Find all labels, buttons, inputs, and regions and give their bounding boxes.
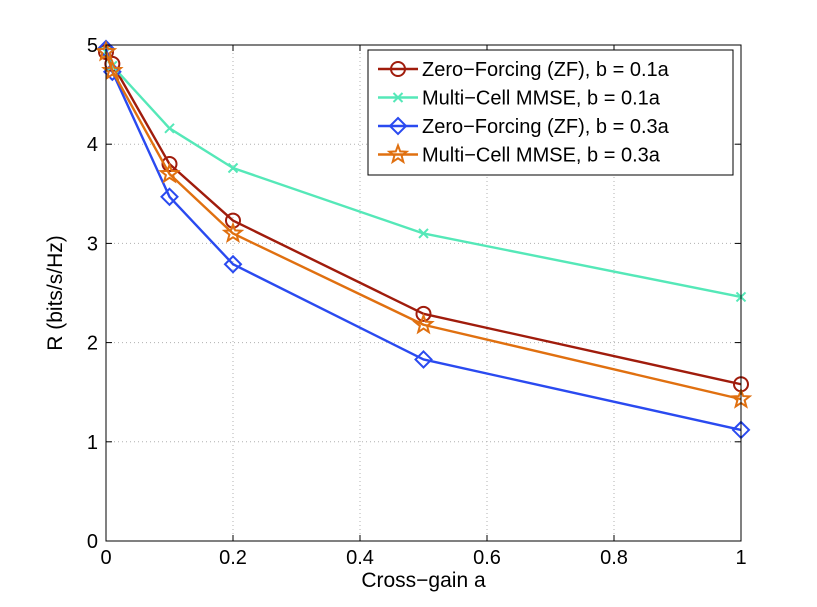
legend-item: Multi−Cell MMSE, b = 0.3a [378,142,661,167]
y-tick-label: 4 [87,134,98,156]
legend-marker [392,92,404,103]
data-point-marker [225,212,241,229]
data-point-marker [414,350,433,369]
y-tick-label: 5 [87,35,98,57]
legend: Zero−Forcing (ZF), b = 0.1a Multi−Cell MM… [367,49,734,176]
data-point-marker [102,62,122,82]
data-point-marker [160,187,179,207]
x-axis-label: Cross−gain a [361,569,486,592]
y-tick-label: 3 [87,233,98,255]
x-tick-label: 0.8 [600,547,628,569]
axis-ticks: 0 0.2 0.4 0.6 0.8 1 0 1 2 3 4 5 [87,35,747,569]
data-point-marker [418,228,429,239]
y-tick-label: 0 [87,531,98,553]
x-tick-label: 0.2 [219,547,247,569]
y-tick-label: 2 [87,333,98,355]
data-point-marker [164,123,175,134]
data-point-marker [158,162,181,184]
data-point-marker [227,162,239,174]
data-point-marker [161,156,178,173]
legend-label: Zero−Forcing (ZF), b = 0.1a [422,59,670,81]
data-point-marker [412,312,435,335]
data-point-marker [221,221,245,244]
y-axis-label: R (bits/s/Hz) [44,235,67,351]
legend-label: Zero−Forcing (ZF), b = 0.3a [422,116,670,138]
x-tick-label: 0.4 [346,547,374,569]
legend-label: Multi−Cell MMSE, b = 0.3a [422,145,661,167]
legend-label: Multi−Cell MMSE, b = 0.1a [422,88,661,110]
legend-item: Multi−Cell MMSE, b = 0.1a [378,88,661,110]
legend-item: Zero−Forcing (ZF), b = 0.3a [378,116,670,138]
legend-marker [388,116,408,136]
x-tick-label: 1 [735,547,746,569]
legend-box [367,49,734,176]
y-tick-label: 1 [87,432,98,454]
legend-marker [386,142,410,165]
x-tick-label: 0.6 [473,547,501,569]
plot-area-frame [105,44,742,542]
x-tick-label: 0 [100,547,111,569]
data-point-marker [223,254,243,274]
series-layer [94,39,753,440]
data-point-marker [415,305,432,322]
legend-marker [390,61,406,77]
legend-item: Zero−Forcing (ZF), b = 0.1a [378,59,670,81]
series-line [104,51,742,401]
